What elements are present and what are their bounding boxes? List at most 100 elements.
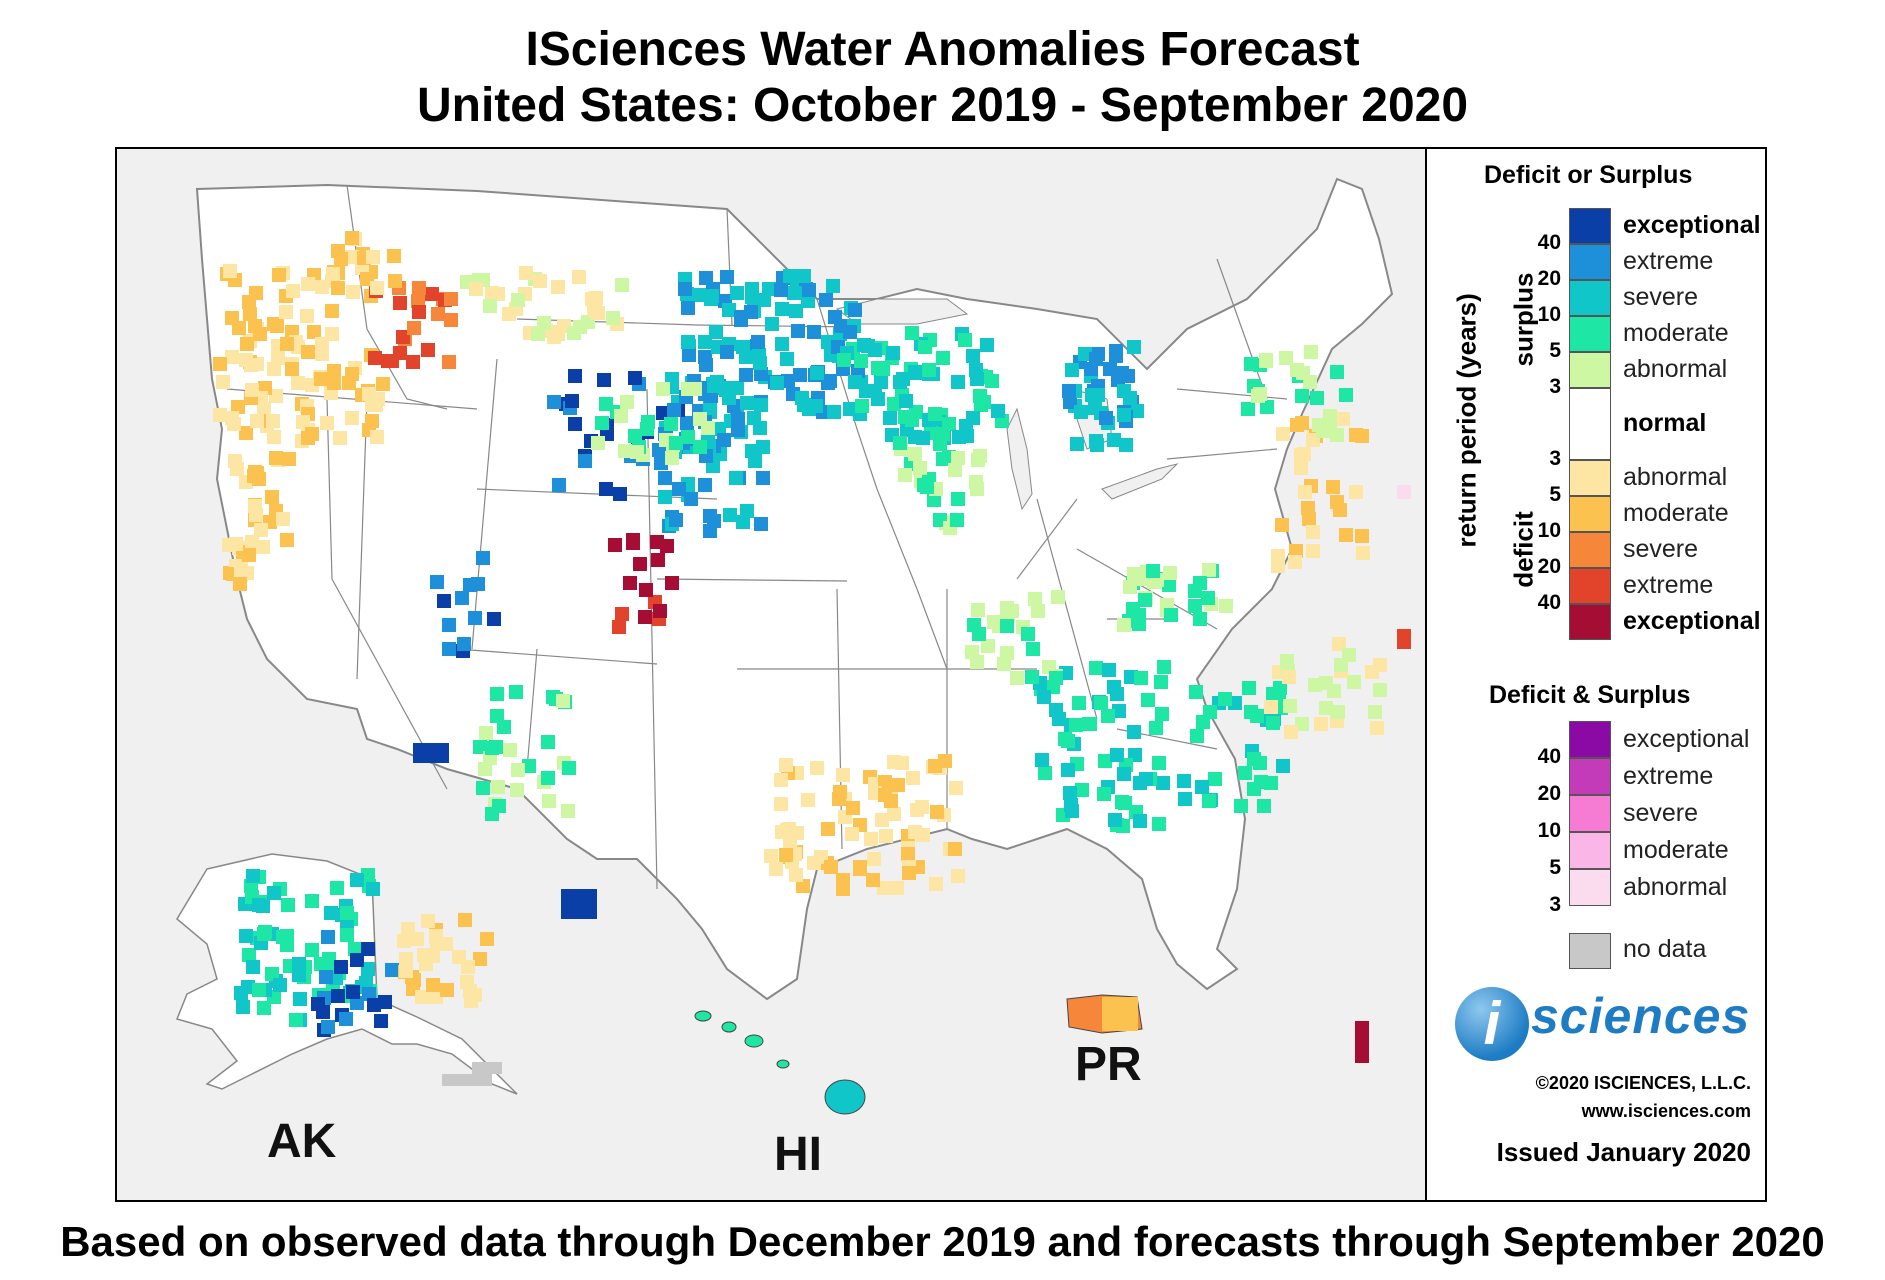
anomaly-cell-856 xyxy=(522,759,536,773)
anomaly-cell-301 xyxy=(828,310,842,324)
anomaly-cell-546 xyxy=(626,536,640,550)
anomaly-cell-670 xyxy=(1133,814,1147,828)
anomaly-cell-528 xyxy=(688,382,702,396)
anomaly-cell-717 xyxy=(1276,759,1290,773)
legend-tick-surplus-10: 10 xyxy=(1537,303,1561,326)
anomaly-cell-387 xyxy=(966,349,980,363)
anomaly-cell-724 xyxy=(1242,681,1256,695)
anomaly-cell-287 xyxy=(754,398,768,412)
anomaly-cell-862 xyxy=(490,687,504,701)
anomaly-cell-130 xyxy=(276,512,290,526)
anomaly-cell-418 xyxy=(977,395,991,409)
anomaly-cell-222 xyxy=(848,303,862,317)
anomaly-cell-461 xyxy=(1063,395,1077,409)
anomaly-cell-698 xyxy=(1037,690,1051,704)
anomaly-cell-551 xyxy=(653,604,667,618)
anomaly-cell-726 xyxy=(1195,780,1209,794)
anomaly-cell-313 xyxy=(775,337,789,351)
anomaly-cell-542 xyxy=(656,382,670,396)
anomaly-cell-534 xyxy=(664,417,678,431)
anomaly-cell-16 xyxy=(272,268,286,282)
swatch-both-severe xyxy=(1569,795,1611,832)
anomaly-cell-62 xyxy=(243,307,257,321)
anomaly-cell-791 xyxy=(1288,555,1302,569)
anomaly-cell-139 xyxy=(431,307,445,321)
anomaly-cell-750 xyxy=(1132,608,1146,622)
anomaly-cell-744 xyxy=(1117,618,1131,632)
anomaly-cell-818 xyxy=(1331,705,1345,719)
legend-tick-surplus-40: 40 xyxy=(1537,231,1561,254)
anomaly-cell-142 xyxy=(412,281,426,295)
anomaly-cell-27 xyxy=(267,362,281,376)
anomaly-cell-899 xyxy=(236,1000,250,1014)
anomaly-cell-76 xyxy=(325,304,339,318)
legend-tick-deficit-10: 10 xyxy=(1537,519,1561,542)
anomaly-cell-709 xyxy=(1177,774,1191,788)
anomaly-cell-38 xyxy=(327,376,341,390)
swatch-surplus-abnormal xyxy=(1569,352,1611,388)
legend-tick-both-40: 40 xyxy=(1537,745,1561,768)
anomaly-cell-1021 xyxy=(997,657,1011,671)
anomaly-cell-538 xyxy=(669,436,683,450)
anomaly-cell-25 xyxy=(345,411,359,425)
state-border-19 xyxy=(1016,498,1078,580)
anomaly-cell-802 xyxy=(1347,675,1361,689)
anomaly-cell-708 xyxy=(1189,685,1203,699)
anomaly-cell-87 xyxy=(315,337,329,351)
swatch-surplus-moderate xyxy=(1569,316,1611,352)
anomaly-cell-359 xyxy=(706,379,720,393)
anomaly-cell-921 xyxy=(273,978,287,992)
anomaly-cell-778 xyxy=(1306,525,1320,539)
anomaly-cell-170 xyxy=(387,249,401,263)
state-border-20 xyxy=(1036,498,1098,720)
anomaly-cell-533 xyxy=(693,440,707,454)
swatch-both-extreme xyxy=(1569,758,1611,795)
anomaly-cell-167 xyxy=(370,281,384,295)
anomaly-cell-198 xyxy=(585,292,599,306)
anomaly-cell-166 xyxy=(345,231,359,245)
anomaly-cell-394 xyxy=(855,399,869,413)
anomaly-cell-801 xyxy=(1264,700,1278,714)
anomaly-cell-659 xyxy=(1089,661,1103,675)
anomaly-cell-51 xyxy=(286,284,300,298)
anomaly-cell-632 xyxy=(833,785,847,799)
anomaly-cell-803 xyxy=(1373,683,1387,697)
anomaly-cell-1059 xyxy=(1397,629,1411,649)
anomaly-cell-20 xyxy=(327,364,341,378)
anomaly-cell-672 xyxy=(1097,787,1111,801)
legend-label-both-exceptional: exceptional xyxy=(1623,725,1750,753)
anomaly-cell-743 xyxy=(1193,612,1207,626)
anomaly-cell-289 xyxy=(821,376,835,390)
anomaly-cell-675 xyxy=(1102,663,1116,677)
anomaly-cell-565 xyxy=(877,881,891,895)
anomaly-cell-728 xyxy=(1257,799,1271,813)
anomaly-cell-960 xyxy=(374,1014,388,1028)
anomaly-cell-280 xyxy=(709,325,723,339)
anomaly-cell-221 xyxy=(789,304,803,318)
anomaly-cell-512 xyxy=(547,395,561,409)
anomaly-cell-625 xyxy=(910,803,924,817)
anomaly-cell-486 xyxy=(1117,408,1131,422)
anomaly-cell-919 xyxy=(340,906,354,920)
anomaly-cell-1042 xyxy=(936,452,950,466)
anomaly-cell-997 xyxy=(440,983,454,997)
anomaly-cell-813 xyxy=(1342,648,1356,662)
anomaly-cell-781 xyxy=(1339,528,1353,542)
anomaly-cell-730 xyxy=(1264,776,1278,790)
anomaly-cell-1015 xyxy=(987,615,1001,629)
anomaly-cell-554 xyxy=(608,538,622,552)
anomaly-cell-141 xyxy=(407,321,421,335)
anomaly-cell-844 xyxy=(473,740,487,754)
swatch-surplus-severe xyxy=(1569,280,1611,316)
anomaly-cell-519 xyxy=(599,397,613,411)
anomaly-cell-445 xyxy=(899,394,913,408)
anomaly-cell-1027 xyxy=(1000,601,1014,615)
anomaly-cell-362 xyxy=(719,383,733,397)
anomaly-cell-158 xyxy=(345,250,359,264)
legend-label-deficit-abnormal: abnormal xyxy=(1623,463,1728,491)
anomaly-cell-186 xyxy=(533,274,547,288)
anomaly-cell-476 xyxy=(1065,363,1079,377)
anomaly-cell-77 xyxy=(245,383,259,397)
anomaly-cell-539 xyxy=(591,436,605,450)
anomaly-cell-9 xyxy=(231,400,245,414)
